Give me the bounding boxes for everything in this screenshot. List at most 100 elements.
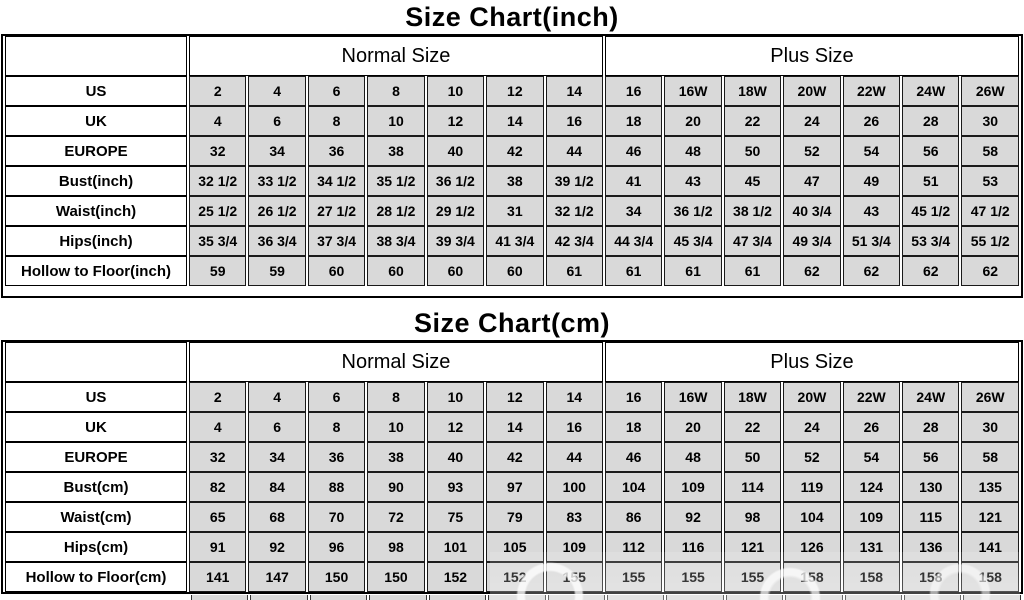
data-cell: 45	[723, 166, 782, 196]
data-cell: 35 1/2	[367, 166, 425, 196]
data-cell: 45 1/2	[902, 196, 960, 226]
data-cell: 158	[902, 562, 960, 592]
data-cell: 109	[664, 472, 722, 502]
data-cell: 104	[604, 472, 663, 502]
data-cell: 6	[307, 76, 366, 106]
data-cell: 35 3/4	[189, 226, 247, 256]
data-cell: 59	[189, 256, 247, 286]
data-cell: 18	[604, 106, 663, 136]
data-cell: 34	[604, 196, 663, 226]
data-cell: 48	[664, 442, 722, 472]
data-cell: 150	[367, 562, 425, 592]
data-cell: 22	[723, 412, 782, 442]
data-cell: 104	[783, 502, 841, 532]
data-cell: 32	[189, 442, 247, 472]
data-cell: 56	[902, 442, 960, 472]
data-cell: 16W	[664, 382, 722, 412]
row-label: Hips(cm)	[5, 532, 187, 562]
data-cell: 12	[426, 412, 485, 442]
row-label: Bust(inch)	[5, 166, 187, 196]
data-cell: 44	[545, 442, 603, 472]
data-cell: 26 1/2	[248, 196, 306, 226]
data-cell: 34 1/2	[307, 166, 366, 196]
data-cell: 62	[842, 256, 901, 286]
data-cell: 41	[604, 166, 663, 196]
row-label: Waist(cm)	[5, 502, 187, 532]
data-cell: 86	[604, 502, 663, 532]
data-cell: 55 1/2	[961, 226, 1019, 256]
data-cell: 88	[307, 472, 366, 502]
table-row: UK 4 6 8 10 12 14 16 18 20 22 24 26 28 30	[5, 106, 1019, 136]
data-cell: 75	[426, 502, 485, 532]
data-cell: 98	[723, 502, 782, 532]
data-cell: 91	[189, 532, 247, 562]
data-cell: 92	[248, 532, 306, 562]
data-cell: 26W	[961, 382, 1019, 412]
data-cell: 40	[426, 136, 485, 166]
data-cell: 121	[723, 532, 782, 562]
data-cell: 60	[367, 256, 425, 286]
data-cell: 47	[783, 166, 841, 196]
data-cell: 60	[307, 256, 366, 286]
data-cell: 158	[783, 562, 841, 592]
data-cell: 46	[604, 136, 663, 166]
data-cell: 51 3/4	[842, 226, 901, 256]
data-cell: 42 3/4	[545, 226, 603, 256]
row-label: Waist(inch)	[5, 196, 187, 226]
data-cell: 97	[486, 472, 544, 502]
data-cell: 14	[486, 106, 544, 136]
data-cell: 49 3/4	[783, 226, 841, 256]
data-cell: 38	[486, 166, 544, 196]
group-header: Plus Size	[604, 36, 1019, 76]
row-label: Hollow to Floor(cm)	[5, 562, 187, 592]
data-cell: 42	[486, 442, 544, 472]
data-cell: 109	[842, 502, 901, 532]
data-cell: 28	[902, 106, 960, 136]
data-cell: 100	[545, 472, 603, 502]
data-cell: 32 1/2	[189, 166, 247, 196]
row-label: EUROPE	[5, 136, 187, 166]
data-cell: 48	[664, 136, 722, 166]
data-cell: 155	[545, 562, 603, 592]
row-label: UK	[5, 412, 187, 442]
data-cell: 4	[189, 412, 247, 442]
data-cell: 82	[189, 472, 247, 502]
data-cell: 43	[842, 196, 901, 226]
data-cell: 32 1/2	[545, 196, 603, 226]
data-cell: 31	[486, 196, 544, 226]
data-cell: 36	[307, 442, 366, 472]
data-cell: 53 3/4	[902, 226, 960, 256]
data-cell: 22	[723, 106, 782, 136]
data-cell: 131	[842, 532, 901, 562]
data-cell: 30	[961, 106, 1019, 136]
data-cell: 16	[545, 412, 603, 442]
data-cell: 24	[783, 412, 841, 442]
data-cell: 54	[842, 136, 901, 166]
data-cell: 18W	[723, 76, 782, 106]
data-cell: 40	[426, 442, 485, 472]
data-cell: 16W	[664, 76, 722, 106]
data-cell: 58	[961, 136, 1019, 166]
data-cell: 60	[426, 256, 485, 286]
data-cell: 24	[783, 106, 841, 136]
data-cell: 20W	[783, 382, 841, 412]
data-cell: 59	[248, 256, 306, 286]
data-cell: 61	[604, 256, 663, 286]
row-label: US	[5, 76, 187, 106]
data-cell: 34	[248, 136, 306, 166]
data-cell: 98	[367, 532, 425, 562]
cutoff-next-row	[3, 595, 1021, 600]
data-cell: 30	[961, 412, 1019, 442]
data-cell: 126	[783, 532, 841, 562]
data-cell: 16	[604, 76, 663, 106]
data-cell: 112	[604, 532, 663, 562]
data-cell: 28	[902, 412, 960, 442]
data-cell: 109	[545, 532, 603, 562]
data-cell: 147	[248, 562, 306, 592]
data-cell: 36 1/2	[426, 166, 485, 196]
data-cell: 52	[783, 442, 841, 472]
data-cell: 46	[604, 442, 663, 472]
data-cell: 39 1/2	[545, 166, 603, 196]
data-cell: 10	[367, 412, 425, 442]
